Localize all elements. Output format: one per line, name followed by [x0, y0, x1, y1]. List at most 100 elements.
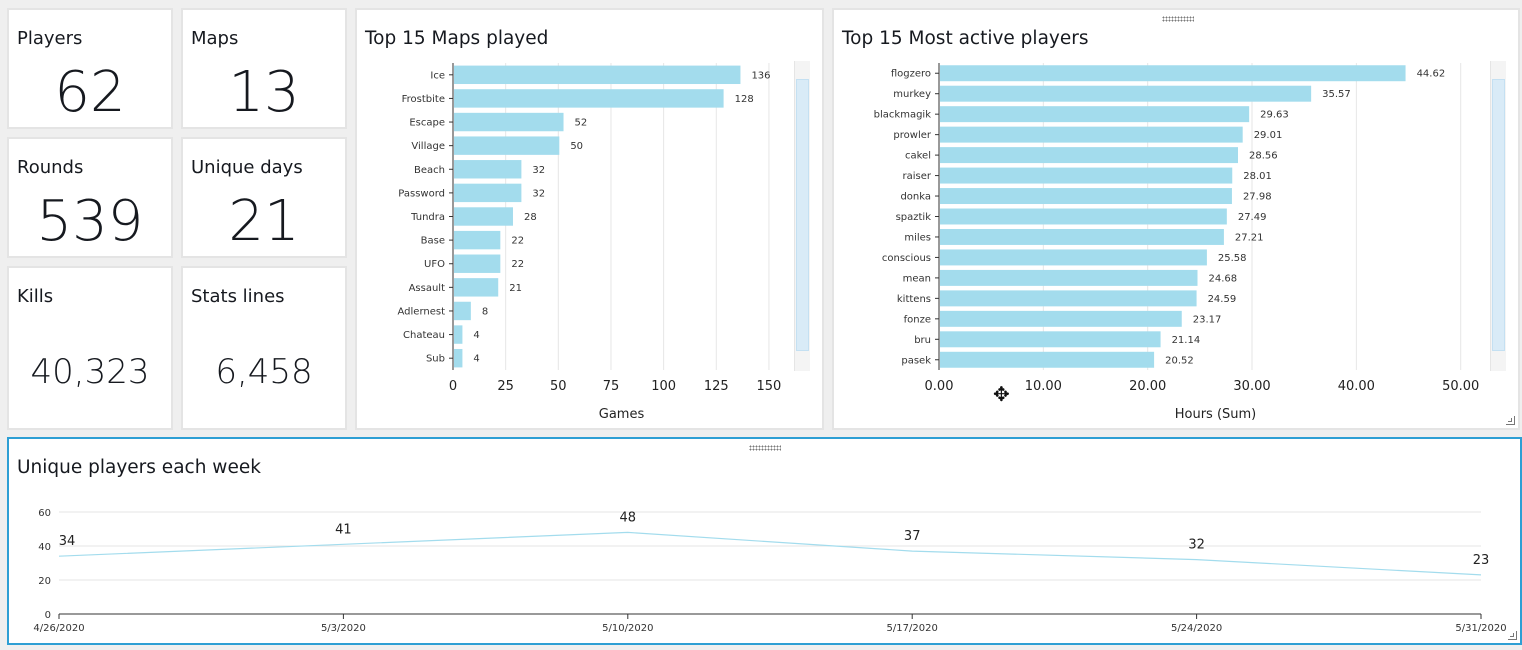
- value-label: 128: [735, 94, 754, 105]
- x-tick-label: 4/26/2020: [33, 623, 84, 634]
- category-label: Tundra: [410, 212, 445, 223]
- drag-handle-icon[interactable]: [1162, 16, 1194, 22]
- kpi-card-players[interactable]: Players 62: [7, 8, 173, 129]
- x-tick-label: 100: [651, 379, 676, 394]
- value-label: 29.63: [1260, 110, 1289, 121]
- kpi-card-maps[interactable]: Maps 13: [181, 8, 347, 129]
- category-label: conscious: [882, 253, 931, 264]
- weekly-players-card[interactable]: Unique players each week 0 20 40 60 4/26/202…: [7, 437, 1522, 645]
- bar: [940, 106, 1250, 123]
- value-label: 24.59: [1208, 294, 1237, 305]
- x-tick-label: 5/3/2020: [321, 623, 366, 634]
- category-label: Ice: [430, 70, 445, 81]
- bar: [454, 254, 501, 273]
- kpi-label: Stats lines: [191, 286, 285, 307]
- value-label: 21.14: [1172, 335, 1201, 346]
- bar: [454, 136, 560, 155]
- x-tick-label: 0.00: [925, 379, 954, 394]
- bar: [940, 228, 1224, 245]
- value-label: 44.62: [1417, 69, 1446, 80]
- bar: [454, 65, 741, 85]
- scrollbar-thumb[interactable]: [1492, 79, 1505, 351]
- x-tick-label: 25: [497, 379, 514, 394]
- kpi-card-kills[interactable]: Kills 40,323: [7, 266, 173, 430]
- category-label: Base: [421, 236, 445, 247]
- y-tick-label: 0: [45, 610, 51, 621]
- category-label: murkey: [893, 89, 931, 100]
- y-tick-label: 40: [38, 542, 51, 553]
- category-label: Password: [398, 188, 445, 199]
- bar: [940, 290, 1197, 307]
- x-tick-label: 0: [449, 379, 457, 394]
- chart-title: Unique players each week: [17, 457, 261, 478]
- category-label: cakel: [905, 151, 931, 162]
- players-chart-scrollbar[interactable]: [1490, 61, 1506, 371]
- data-label: 41: [335, 522, 352, 537]
- players-chart-card[interactable]: Top 15 Most active players 0.00 10.00 20.0…: [832, 8, 1520, 430]
- category-label: mean: [903, 273, 931, 284]
- data-label: 48: [620, 510, 637, 525]
- bar: [940, 351, 1155, 368]
- x-tick-label: 75: [603, 379, 620, 394]
- kpi-label: Rounds: [17, 157, 84, 178]
- category-label: prowler: [893, 130, 931, 141]
- value-label: 29.01: [1254, 130, 1283, 141]
- scrollbar-thumb[interactable]: [796, 79, 809, 351]
- bar: [454, 183, 522, 203]
- bar: [454, 207, 513, 226]
- x-tick-label: 150: [757, 379, 782, 394]
- bar: [454, 89, 724, 108]
- resize-grip-icon[interactable]: [1506, 416, 1515, 425]
- value-label: 35.57: [1322, 89, 1351, 100]
- kpi-card-stats-lines[interactable]: Stats lines 6,458: [181, 266, 347, 430]
- kpi-label: Players: [17, 28, 83, 49]
- value-label: 32: [532, 165, 545, 176]
- x-axis-title: Games: [599, 407, 645, 422]
- maps-chart-scrollbar[interactable]: [794, 61, 810, 371]
- x-tick-label: 5/24/2020: [1171, 623, 1222, 634]
- bar: [940, 310, 1182, 327]
- value-label: 27.21: [1235, 232, 1264, 243]
- bar: [454, 301, 471, 321]
- bar: [940, 249, 1207, 266]
- kpi-card-unique-days[interactable]: Unique days 21: [181, 137, 347, 258]
- bar: [454, 325, 463, 344]
- data-label: 34: [59, 534, 76, 549]
- x-tick-label: 125: [704, 379, 729, 394]
- x-tick-label: 50: [550, 379, 567, 394]
- value-label: 25.58: [1218, 253, 1247, 264]
- value-label: 27.49: [1238, 212, 1267, 223]
- value-label: 22: [511, 236, 524, 247]
- category-label: Frostbite: [402, 94, 445, 105]
- value-label: 24.68: [1209, 273, 1238, 284]
- bar: [940, 331, 1161, 348]
- drag-handle-icon[interactable]: [749, 445, 781, 451]
- category-label: Escape: [409, 118, 445, 129]
- value-label: 32: [532, 188, 545, 199]
- x-tick-label: 20.00: [1129, 379, 1166, 394]
- bar: [940, 65, 1406, 82]
- category-label: bru: [914, 335, 931, 346]
- category-label: fonze: [904, 314, 931, 325]
- move-cursor-icon: ✥: [993, 382, 1010, 406]
- category-label: UFO: [424, 259, 445, 270]
- bar: [940, 188, 1232, 205]
- kpi-value: 13: [228, 60, 300, 125]
- category-label: blackmagik: [874, 110, 932, 121]
- maps-chart-card[interactable]: Top 15 Maps played 0 25 50 75 100 125 150 Ice 13…: [355, 8, 824, 430]
- bar: [454, 348, 463, 368]
- data-label: 23: [1473, 553, 1490, 568]
- value-label: 23.17: [1193, 314, 1222, 325]
- y-tick-label: 20: [38, 576, 51, 587]
- bar: [454, 230, 501, 250]
- x-tick-label: 40.00: [1338, 379, 1375, 394]
- data-label: 32: [1188, 538, 1205, 553]
- chart-title: Top 15 Most active players: [842, 28, 1089, 49]
- kpi-card-rounds[interactable]: Rounds 539: [7, 137, 173, 258]
- x-tick-label: 5/10/2020: [602, 623, 653, 634]
- bar: [454, 112, 564, 132]
- resize-grip-icon[interactable]: [1508, 631, 1517, 640]
- category-label: Adlernest: [398, 306, 446, 317]
- chart-title: Top 15 Maps played: [365, 28, 549, 49]
- x-tick-label: 30.00: [1233, 379, 1270, 394]
